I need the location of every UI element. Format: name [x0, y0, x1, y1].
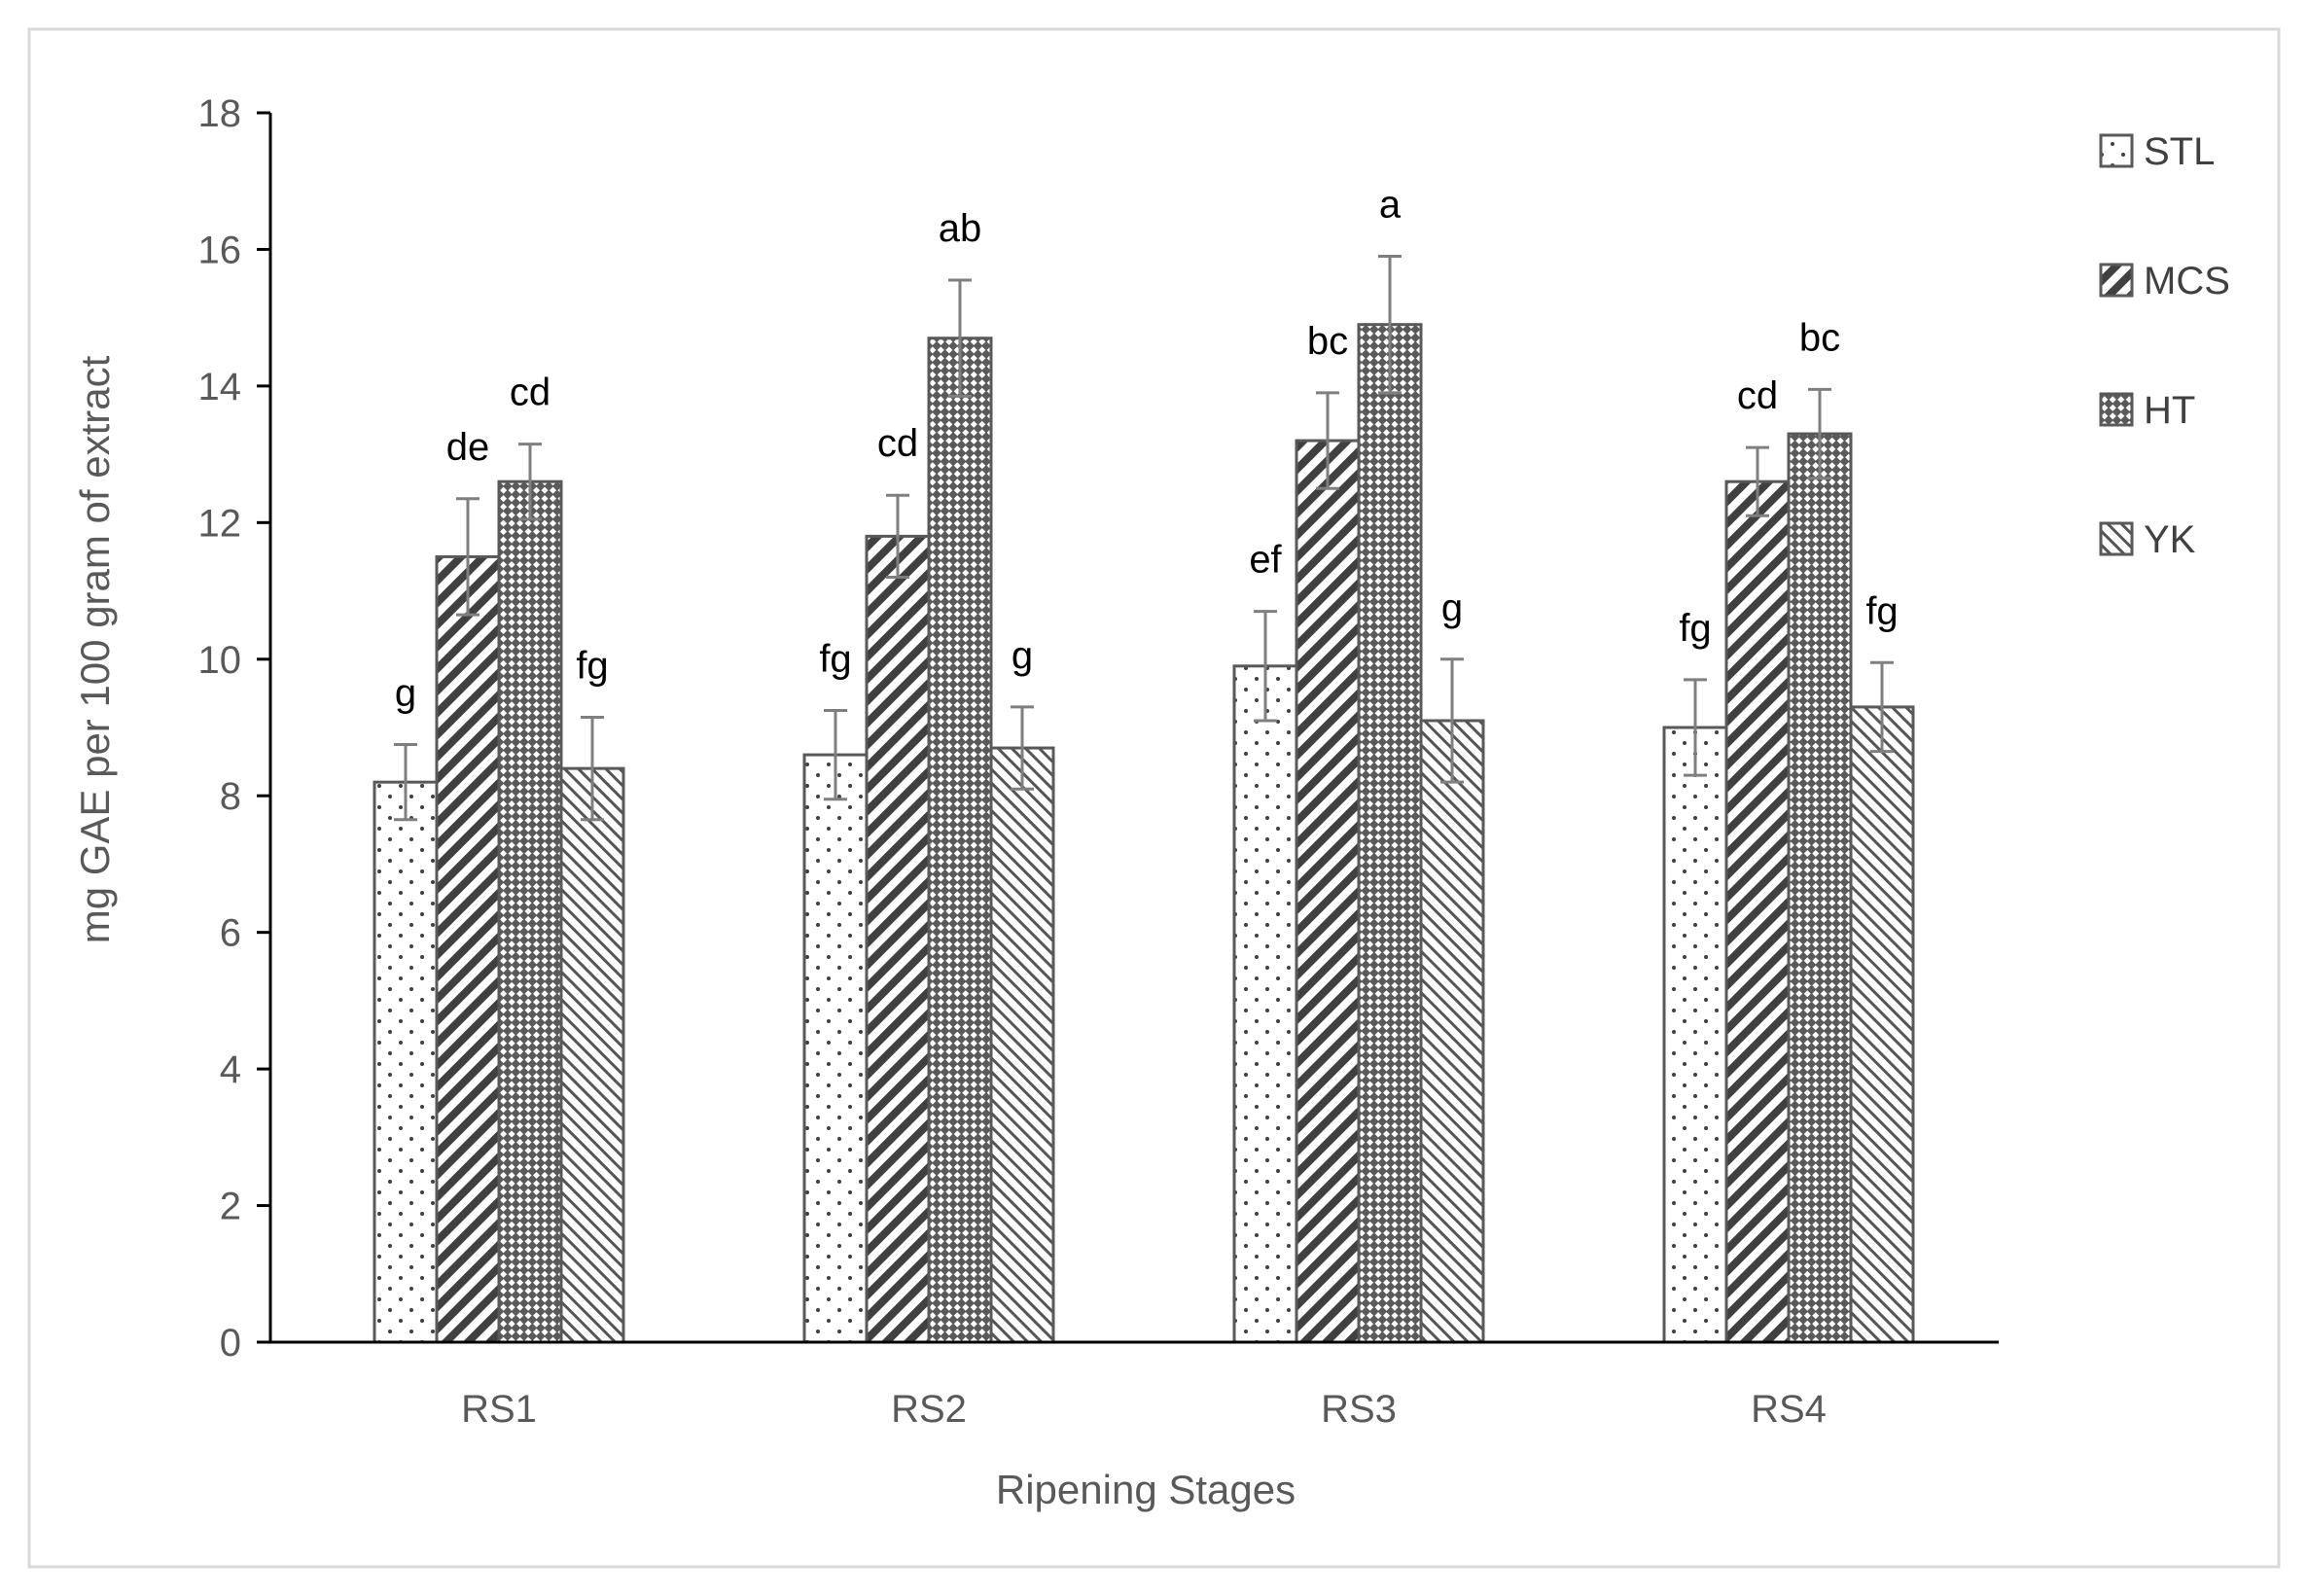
error-bar-ht-rs1 — [518, 443, 542, 521]
error-bar-mcs-rs4 — [1746, 445, 1769, 517]
error-bar-yk-rs3 — [1440, 657, 1464, 784]
bar-ht-rs3 — [1357, 323, 1423, 1344]
significance-label: de — [446, 426, 490, 469]
error-bar-mcs-rs2 — [886, 493, 909, 580]
significance-label: fg — [1865, 589, 1898, 632]
x-tick-label: RS2 — [891, 1388, 967, 1431]
bar-yk-rs3 — [1419, 719, 1485, 1344]
bar-mcs-rs4 — [1724, 479, 1791, 1344]
error-bar-mcs-rs3 — [1316, 391, 1339, 490]
legend-item-ht: HT — [2099, 389, 2195, 432]
significance-label: cd — [877, 422, 918, 465]
y-tick-label: 18 — [198, 92, 242, 135]
error-bar-stl-rs2 — [824, 708, 847, 801]
significance-label: fg — [1679, 607, 1711, 650]
error-bar-ht-rs4 — [1808, 387, 1831, 480]
error-bar-stl-rs4 — [1684, 678, 1707, 777]
bars — [373, 323, 1915, 1344]
legend-item-mcs: MCS — [2099, 260, 2230, 302]
y-tick-label: 6 — [220, 912, 241, 955]
x-axis: RS1 RS2 RS3 RS4 — [270, 1340, 1999, 1431]
bar-mcs-rs2 — [865, 534, 931, 1344]
legend-label: STL — [2144, 130, 2215, 173]
significance-label: ab — [939, 207, 982, 250]
legend-swatch — [2099, 133, 2134, 168]
y-tick-label: 10 — [198, 639, 242, 682]
x-tick-label: RS4 — [1751, 1388, 1827, 1431]
significance-label: a — [1379, 183, 1402, 226]
significance-label: bc — [1799, 316, 1840, 359]
y-tick-label: 16 — [198, 229, 242, 271]
bar-stl-rs3 — [1232, 664, 1298, 1344]
bar-ht-rs2 — [927, 337, 993, 1344]
y-tick-label: 14 — [198, 366, 242, 408]
bar-mcs-rs3 — [1295, 439, 1361, 1344]
legend-label: MCS — [2144, 260, 2230, 302]
error-bar-stl-rs1 — [394, 743, 417, 822]
legend: STL MCS HT YK — [2099, 130, 2230, 561]
legend-item-yk: YK — [2099, 518, 2196, 561]
bar-ht-rs1 — [497, 479, 563, 1344]
significance-label: ef — [1249, 539, 1282, 582]
error-bar-ht-rs2 — [948, 278, 972, 398]
bar-stl-rs4 — [1662, 726, 1728, 1344]
significance-label: bc — [1307, 320, 1348, 363]
legend-swatch — [2099, 392, 2134, 427]
bar-stl-rs2 — [802, 753, 869, 1344]
bar-yk-rs1 — [559, 766, 625, 1344]
significance-label: g — [395, 672, 416, 715]
error-bar-ht-rs3 — [1378, 254, 1402, 395]
significance-label: g — [1441, 586, 1463, 629]
y-tick-label: 12 — [198, 502, 242, 545]
bar-stl-rs1 — [373, 780, 439, 1344]
chart-outer-frame — [27, 27, 2281, 1569]
error-bar-yk-rs4 — [1870, 660, 1894, 754]
bar-yk-rs2 — [989, 746, 1055, 1344]
x-tick-label: RS1 — [461, 1388, 537, 1431]
legend-label: HT — [2144, 389, 2195, 432]
error-bar-yk-rs1 — [581, 715, 604, 822]
significance-label: fg — [576, 644, 608, 687]
y-tick-label: 0 — [220, 1322, 241, 1365]
y-axis: 0 2 4 6 8 10 12 14 16 18 — [198, 92, 272, 1365]
x-axis-title: Ripening Stages — [996, 1467, 1296, 1512]
y-axis-title: mg GAE per 100 gram of extract — [72, 355, 118, 943]
significance-label: cd — [510, 372, 550, 414]
legend-swatch — [2099, 263, 2134, 298]
significance-label: fg — [819, 637, 851, 680]
error-bar-mcs-rs1 — [456, 497, 479, 617]
y-tick-label: 4 — [220, 1048, 241, 1091]
bar-yk-rs4 — [1849, 705, 1915, 1344]
significance-label: g — [1012, 634, 1033, 677]
error-bars — [394, 254, 1894, 822]
legend-label: YK — [2144, 518, 2196, 561]
error-bar-yk-rs2 — [1011, 705, 1034, 791]
x-tick-label: RS3 — [1321, 1388, 1397, 1431]
legend-swatch — [2099, 521, 2134, 556]
y-tick-label: 2 — [220, 1186, 241, 1228]
significance-label: cd — [1737, 374, 1778, 417]
y-tick-label: 8 — [220, 775, 241, 818]
bar-ht-rs4 — [1787, 432, 1853, 1344]
bar-mcs-rs1 — [435, 554, 501, 1344]
legend-item-stl: STL — [2099, 130, 2215, 173]
error-bar-stl-rs3 — [1254, 610, 1277, 723]
